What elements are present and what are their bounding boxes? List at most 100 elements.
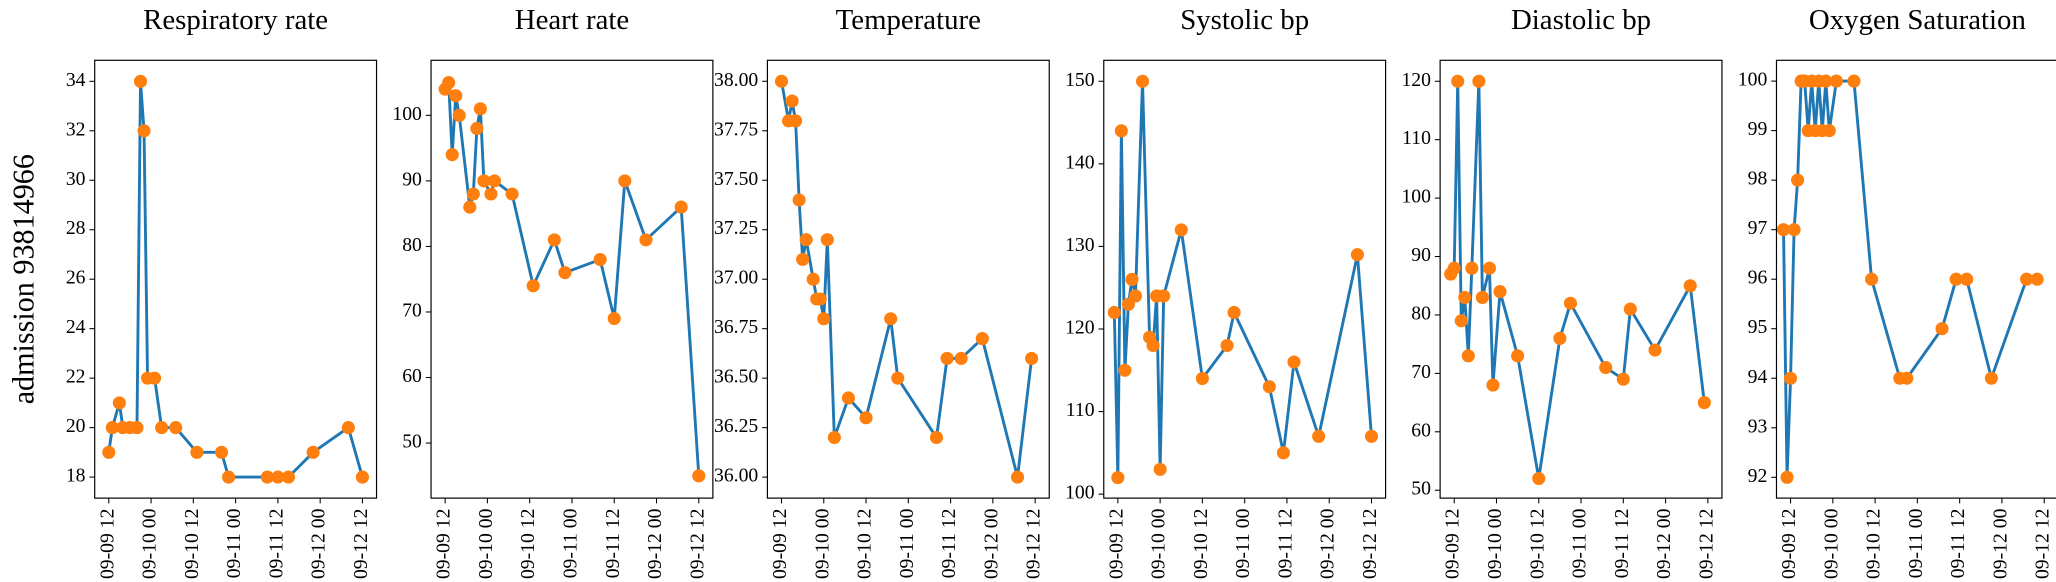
y-tick-label: 130 (1065, 234, 1095, 256)
x-tick-label: 09-10 12 (181, 509, 203, 579)
point (271, 470, 285, 484)
point (1157, 289, 1171, 303)
panel: Heart rate 50 60 70 80 90 100 09-09 12 09-10 00 0… (392, 4, 714, 579)
x-tick-label: 09-12 12 (1023, 509, 1045, 579)
y-tick-label: 90 (1411, 244, 1431, 266)
point (1486, 378, 1500, 392)
point (222, 470, 236, 484)
x-tick-label: 09-10 12 (854, 509, 876, 579)
point (859, 411, 873, 425)
y-tick-label: 80 (402, 234, 422, 256)
x-tick-label: 09-10 00 (1484, 508, 1506, 579)
x-tick-label: 09-12 00 (1317, 508, 1339, 579)
point (827, 430, 841, 445)
x-tick-label: 09-10 12 (1190, 509, 1212, 579)
point (1493, 285, 1507, 299)
y-tick-label: 37.50 (714, 168, 758, 190)
point (2020, 272, 2034, 286)
line (1449, 79, 1706, 480)
point (1553, 331, 1567, 345)
x-tick-label: 09-11 00 (1905, 508, 1927, 578)
y-tick-label: 100 (1401, 186, 1431, 208)
x-tick-label: 09-09 12 (1442, 509, 1464, 579)
x-tick-label: 09-12 12 (1695, 509, 1717, 579)
y-tick-label: 22 (66, 366, 86, 388)
x-tick-label: 09-11 12 (1947, 509, 1969, 579)
point (796, 252, 810, 266)
x-tick-label: 09-11 12 (1611, 509, 1633, 579)
line (107, 79, 364, 479)
y-tick-label: 150 (1065, 69, 1095, 91)
point (1949, 272, 1963, 286)
x-tick-label: 09-10 00 (811, 508, 833, 579)
y-tick-label: 30 (66, 168, 86, 190)
panel-title: Systolic bp (1180, 4, 1309, 36)
x-tick-label: 09-11 00 (223, 508, 245, 578)
axes-frame (94, 59, 378, 499)
y-tick-label: 70 (1411, 361, 1431, 383)
point (1683, 279, 1697, 293)
y-tick-label: 37.75 (714, 118, 758, 140)
x-tick-label: 09-12 00 (308, 508, 330, 579)
row-label: admission 93814966 (6, 154, 40, 404)
point (820, 233, 834, 247)
point (806, 272, 820, 286)
point (1461, 349, 1475, 363)
point (1935, 322, 1949, 336)
point (1475, 290, 1489, 304)
panel: Oxygen Saturation 92 93 94 95 96 97 98 99 100 09-0… (1738, 4, 2056, 579)
x-tick-label: 09-10 00 (1820, 508, 1842, 579)
x-tick-label: 09-12 00 (644, 508, 666, 579)
y-tick-label: 26 (66, 267, 86, 289)
point (1312, 429, 1326, 443)
point (306, 445, 320, 459)
x-tick-label: 09-12 00 (980, 508, 1002, 579)
point (463, 200, 477, 214)
x-tick-label: 09-09 12 (433, 509, 455, 579)
point (466, 187, 480, 201)
axes-frame (430, 59, 714, 499)
x-tick-label: 09-12 12 (686, 509, 708, 579)
y-tick-label: 100 (1065, 482, 1095, 504)
point (1900, 371, 1914, 385)
x-tick-label: 09-11 00 (1232, 508, 1254, 578)
point (1984, 371, 1998, 385)
point (155, 421, 169, 435)
point (1114, 124, 1128, 138)
point (355, 470, 369, 484)
y-tick-label: 120 (1065, 317, 1095, 339)
point (1146, 338, 1160, 353)
point (1465, 261, 1479, 275)
point (484, 187, 498, 201)
point (526, 279, 540, 293)
point (1623, 302, 1637, 316)
point (674, 200, 688, 214)
y-tick-label: 70 (402, 299, 422, 321)
point (1960, 272, 1974, 286)
plot-area (1776, 74, 2044, 484)
y-tick-label: 90 (402, 168, 422, 190)
point (1128, 289, 1143, 303)
plot-area (1444, 74, 1711, 486)
x-tick-label: 09-10 12 (517, 509, 539, 579)
point (1153, 462, 1167, 476)
point (1482, 261, 1496, 275)
x-tick-label: 09-10 00 (475, 508, 497, 579)
y-tick-label: 36.25 (714, 415, 758, 437)
point (1787, 223, 1801, 237)
point (1865, 272, 1879, 286)
point (1125, 272, 1139, 287)
x-tick-label: 09-12 12 (1359, 509, 1381, 579)
x-tick-label: 09-09 12 (96, 509, 118, 579)
panel: Respiratory rate 18 20 22 24 26 28 30 32 34 09-09 … (66, 4, 378, 579)
y-tick-label: 60 (402, 365, 422, 387)
point (473, 102, 487, 116)
y-tick-label: 96 (1748, 267, 1768, 289)
point (1107, 305, 1121, 320)
x-tick-label: 09-11 00 (896, 508, 918, 578)
axes-frame (1103, 59, 1387, 499)
point (1135, 74, 1150, 88)
point (940, 351, 954, 365)
